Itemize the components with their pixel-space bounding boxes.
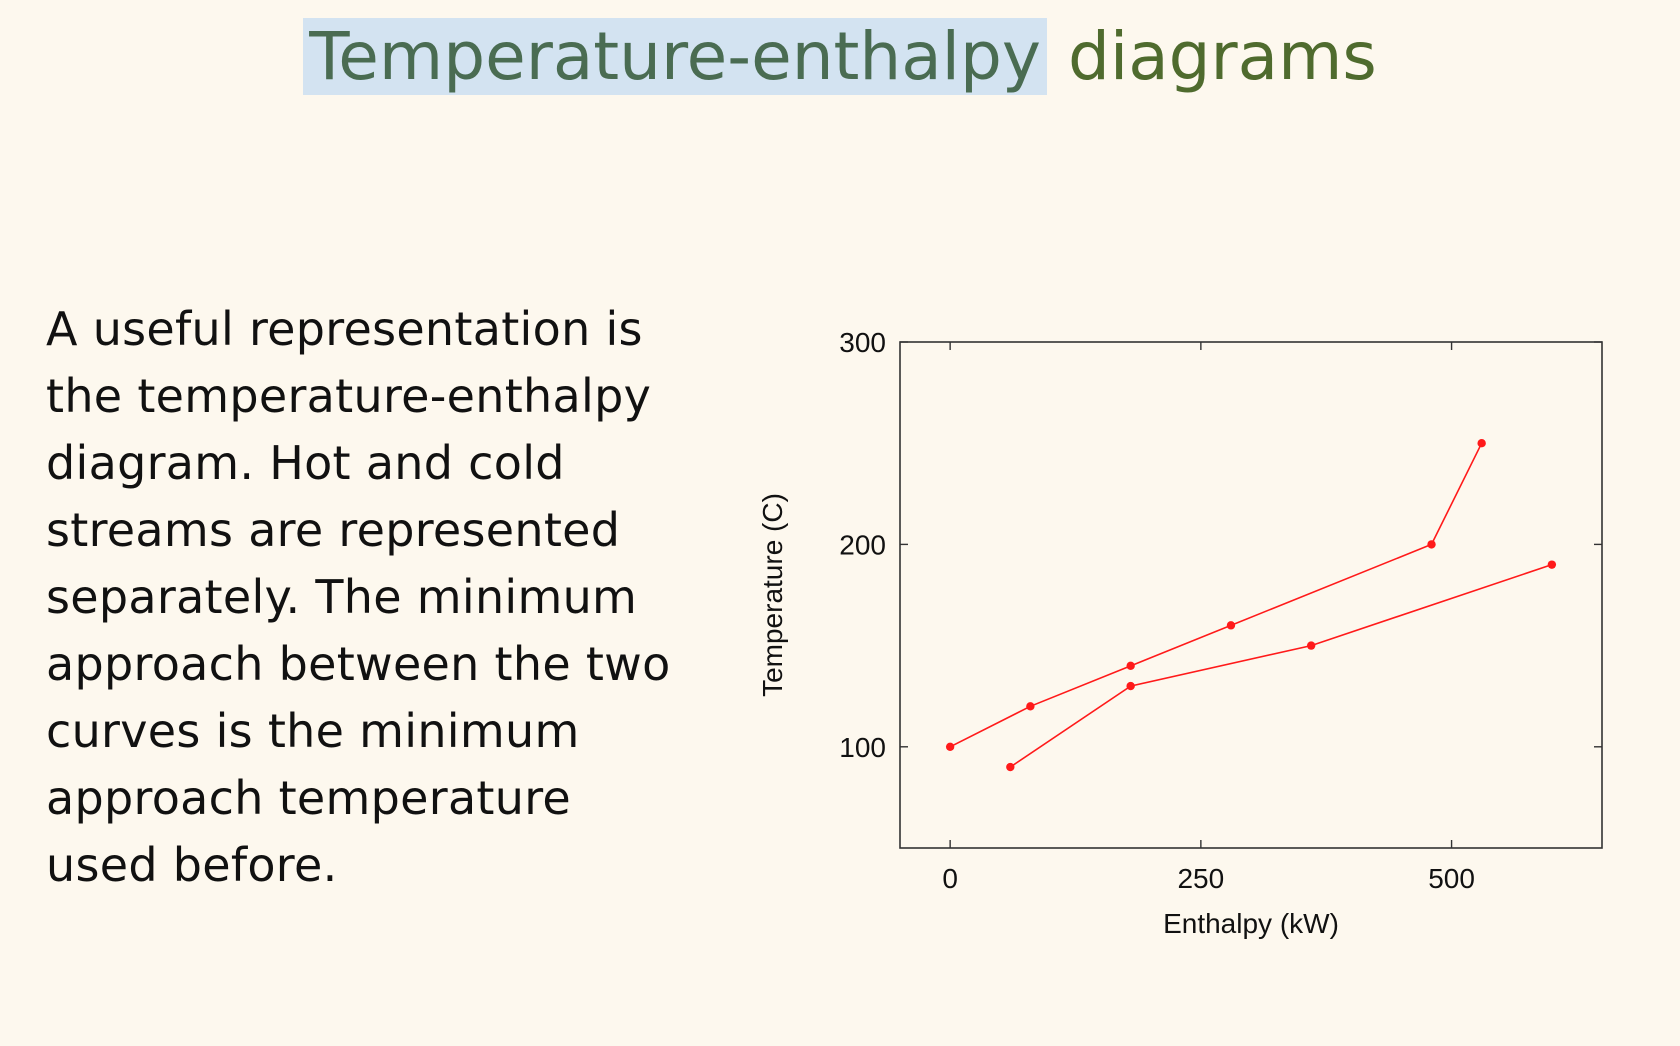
x-tick-label: 250 <box>1177 863 1224 894</box>
temperature-enthalpy-chart: 0 250 500 100 200 300 Enthalpy (kW) Temperatu… <box>757 327 1603 939</box>
data-point <box>1477 439 1486 448</box>
data-point <box>1026 702 1035 711</box>
data-point <box>1306 641 1316 650</box>
data-point <box>1126 661 1135 671</box>
data-point <box>1547 560 1557 569</box>
body-line: the temperature-enthalpy <box>46 369 652 423</box>
body-line: used before. <box>46 838 338 892</box>
data-point <box>1226 621 1236 630</box>
x-tick-label: 500 <box>1428 863 1475 894</box>
plot-frame <box>899 341 1603 849</box>
body-line: approach between the two <box>46 637 671 691</box>
slide-title: Temperature-enthalpy diagrams <box>0 12 1680 102</box>
series-2 <box>1006 560 1557 772</box>
body-line: approach temperature <box>46 771 572 825</box>
x-axis-label: Enthalpy (kW) <box>1163 908 1339 939</box>
series-line <box>949 442 1483 748</box>
body-line: diagram. Hot and cold <box>46 436 565 490</box>
body-line: curves is the minimum <box>46 704 580 758</box>
body-line: separately. The minimum <box>46 570 638 624</box>
series-layer <box>945 439 1557 772</box>
data-point <box>1427 540 1436 549</box>
title-highlighted-text: Temperature-enthalpy <box>303 18 1047 95</box>
body-line: A useful representation is <box>46 302 643 356</box>
series-1 <box>945 439 1486 751</box>
series-line <box>1009 563 1553 768</box>
y-tick-label: 200 <box>839 529 886 560</box>
title-text: diagrams <box>1067 18 1377 95</box>
x-tick-label: 0 <box>942 863 958 894</box>
axis-ticks <box>900 341 1602 848</box>
y-axis-label: Temperature (C) <box>757 493 788 697</box>
data-point <box>1126 681 1135 691</box>
data-point <box>945 742 955 751</box>
body-line: streams are represented <box>46 503 621 557</box>
y-tick-label: 100 <box>839 732 886 763</box>
y-tick-label: 300 <box>839 327 886 358</box>
data-point <box>1006 762 1015 772</box>
body-paragraph: A useful representation is the temperatu… <box>46 296 686 899</box>
tick-labels: 0 250 500 100 200 300 <box>839 327 1475 894</box>
